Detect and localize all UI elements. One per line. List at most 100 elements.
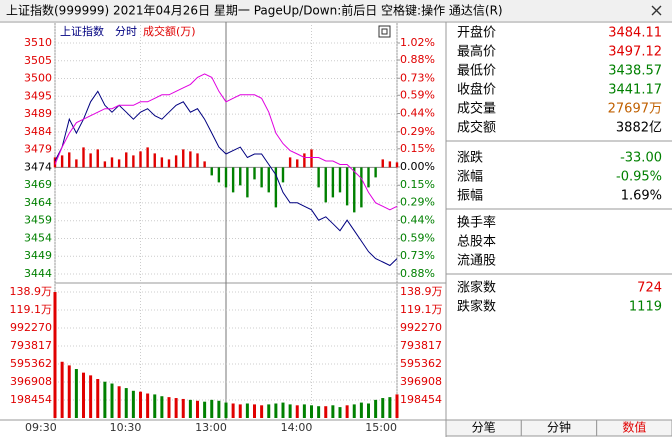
diff-bar [381, 159, 384, 168]
quote-label: 流通股 [457, 254, 496, 269]
x-tick-label: 13:00 [195, 421, 227, 434]
volume-bar [53, 292, 57, 418]
volume-bar [267, 404, 271, 418]
volume-bar [245, 403, 249, 418]
diff-bar [139, 151, 142, 168]
y2-tick-label: 0.29% [400, 195, 435, 208]
diff-bar [253, 167, 256, 180]
diff-bar [224, 167, 228, 188]
quote-value: 3438.57 [608, 64, 662, 79]
y2-tick-label: 0.00% [400, 160, 435, 173]
volume-tick-label: 595362 [10, 357, 52, 370]
diff-bar [125, 152, 128, 168]
legend-item: 分时 [115, 25, 137, 38]
y2-tick-label: 0.73% [400, 71, 435, 84]
diff-bar [367, 167, 370, 188]
diff-bar [189, 151, 192, 168]
volume-bar [359, 402, 363, 418]
y2-tick-label: 1.02% [400, 36, 435, 49]
quote-label: 换手率 [457, 215, 496, 231]
volume-bar [110, 383, 114, 418]
volume-bar [367, 403, 370, 418]
volume-bar [281, 402, 285, 418]
diff-bar [246, 167, 249, 198]
diff-bar [89, 153, 92, 168]
diff-bar [174, 155, 178, 168]
quote-label: 涨幅 [457, 170, 483, 185]
legend: 上证指数 分时 成交额(万) [60, 24, 196, 38]
volume-bar [238, 404, 242, 418]
volume-tick-label: 595362 [400, 357, 442, 370]
volume-bar [174, 398, 178, 418]
quote-label: 最低价 [457, 64, 496, 79]
quote-value: -33.00 [620, 151, 662, 166]
diff-bar [182, 149, 185, 168]
tab-label: 分钟 [547, 420, 571, 435]
volume-bar [388, 397, 392, 418]
title-bar [0, 0, 672, 21]
diff-bar [110, 157, 114, 168]
quote-label: 成交额 [457, 120, 496, 136]
diff-bar [317, 167, 320, 188]
close-button[interactable] [651, 5, 662, 16]
panel-icon[interactable] [378, 25, 391, 38]
volume-bar [317, 406, 321, 418]
volume-bar [338, 407, 342, 418]
y-tick-label: 3454 [24, 231, 52, 244]
diff-bar [374, 167, 377, 178]
volume-bar [103, 381, 107, 418]
volume-tick-label: 198454 [10, 393, 52, 406]
tab[interactable] [596, 419, 672, 437]
volume-bar [117, 386, 121, 418]
diff-bar [288, 157, 292, 168]
diff-bar [388, 161, 392, 168]
diff-bar [160, 157, 164, 168]
volume-bar [82, 372, 85, 418]
diff-bar [260, 167, 263, 188]
y-tick-label: 3474 [24, 160, 52, 173]
diff-bar [231, 167, 235, 193]
volume-bar [131, 390, 135, 418]
y2-tick-label: 0.15% [400, 142, 435, 155]
volume-bar [210, 399, 214, 418]
volume-bar [345, 405, 349, 418]
volume-bar [331, 405, 335, 418]
y2-tick-label: 0.15% [400, 178, 435, 191]
volume-bar [253, 404, 256, 418]
volume-bar [203, 401, 207, 418]
diff-bar [345, 167, 349, 206]
y-tick-label: 3444 [24, 267, 52, 280]
window-title: 上证指数(999999) 2021年04月26日 星期一 PageUp/Down… [6, 3, 503, 18]
price-line [54, 73, 398, 211]
y2-tick-label: 0.88% [400, 267, 435, 280]
diff-bar [53, 157, 57, 168]
volume-bar [67, 365, 71, 418]
quote-label: 收盘价 [457, 82, 496, 98]
diff-bar [153, 153, 156, 168]
quote-label: 振幅 [457, 189, 483, 204]
diff-bar [310, 149, 313, 168]
quote-value: 3882亿 [616, 121, 662, 136]
volume-bar [274, 403, 278, 418]
quote-value: 3484.11 [608, 26, 662, 41]
y-tick-label: 3495 [24, 89, 52, 102]
quote-label: 跌家数 [457, 299, 496, 315]
volume-tick-label: 793817 [400, 339, 442, 352]
diff-bar [267, 167, 270, 193]
y-tick-label: 3505 [24, 54, 52, 67]
y-tick-label: 3500 [24, 72, 52, 85]
quote-label: 最高价 [457, 44, 496, 60]
volume-tick-label: 396908 [10, 375, 52, 388]
diff-bar [103, 161, 107, 168]
volume-bar [395, 394, 399, 418]
panel-icon [381, 28, 388, 35]
diff-bar [203, 161, 206, 168]
volume-bar [181, 398, 185, 418]
volume-bar [153, 394, 157, 418]
volume-bar [381, 398, 385, 418]
diff-bar [303, 153, 306, 168]
y2-tick-label: 0.44% [400, 214, 435, 227]
x-tick-label: 09:30 [25, 421, 57, 434]
diff-bar [360, 167, 363, 208]
